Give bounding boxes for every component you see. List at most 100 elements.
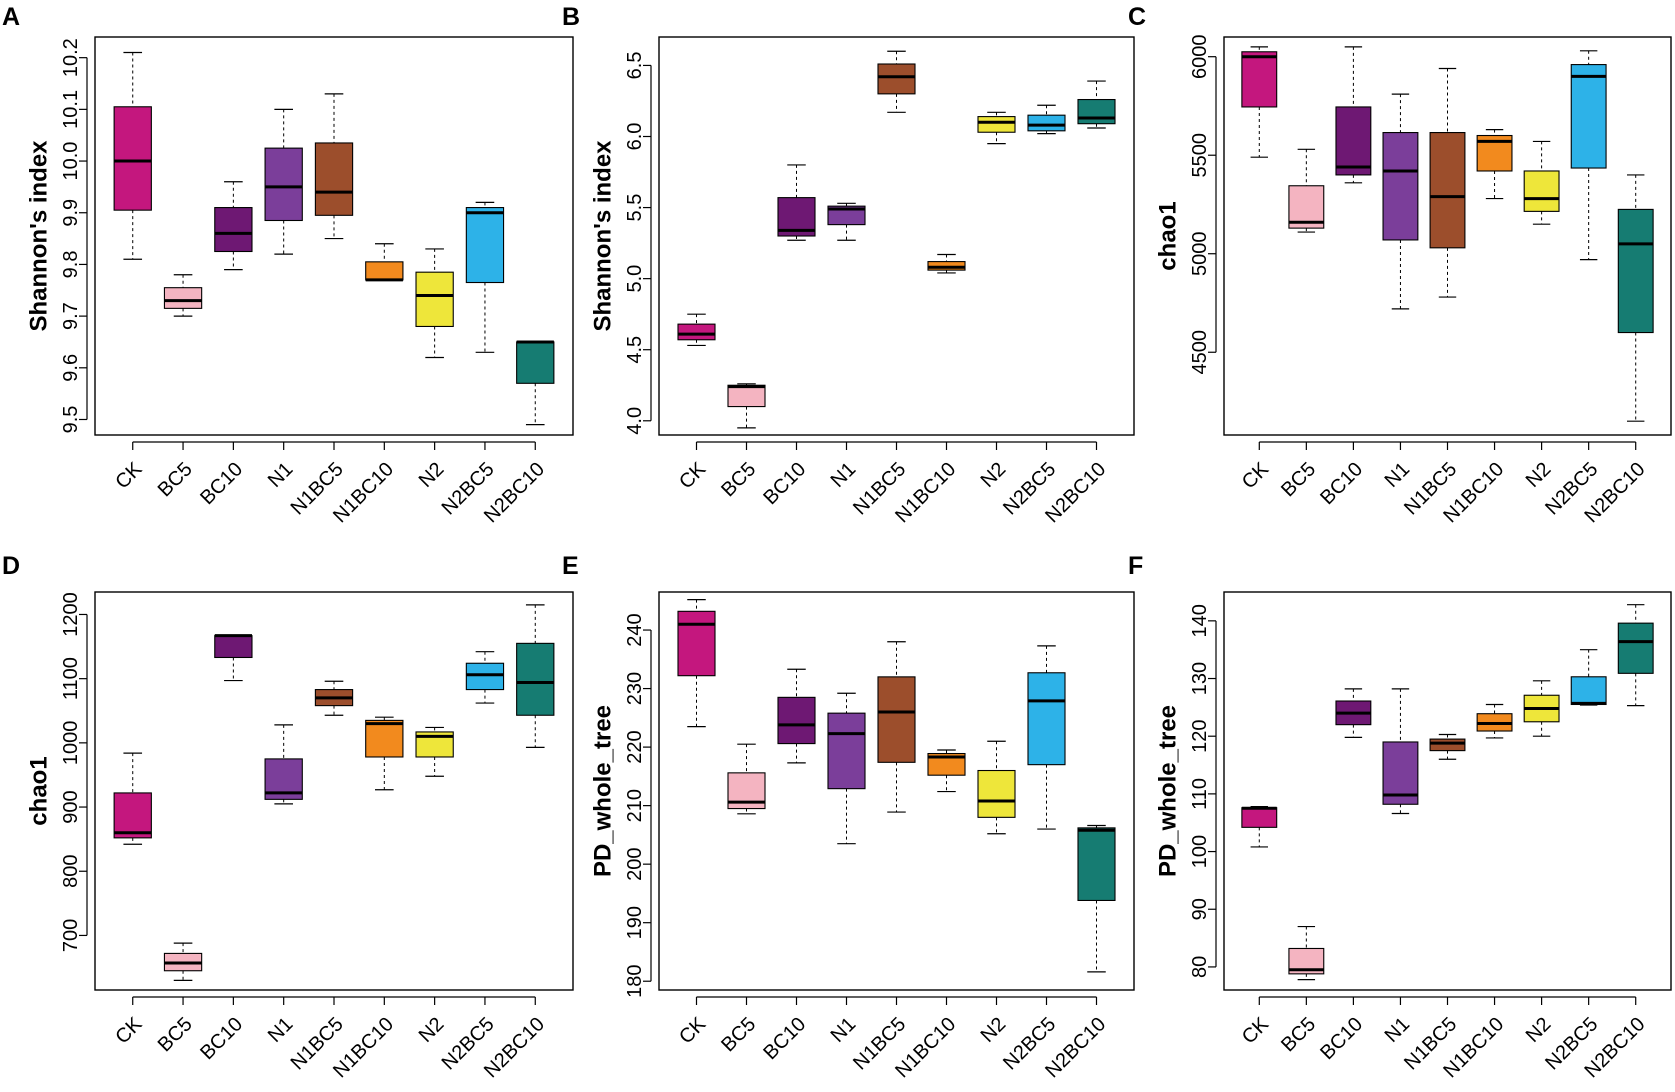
box-bc5 (163, 942, 203, 981)
box-n1bc5 (314, 680, 354, 716)
x-tick-label: N2 (415, 458, 449, 492)
box-bc10 (214, 634, 253, 682)
y-tick-label: 180 (624, 965, 646, 998)
plot-frame (1223, 591, 1672, 991)
iqr-box (1617, 208, 1654, 334)
x-tick-label: N1 (827, 458, 861, 492)
iqr-box (827, 205, 866, 226)
iqr-box (1335, 106, 1372, 176)
box-ck (677, 313, 716, 347)
y-axis-title: PD_whole_tree (590, 705, 617, 877)
box-n2 (977, 740, 1016, 835)
y-tick-label: 10.1 (60, 90, 82, 129)
box-n2bc5 (1027, 645, 1066, 830)
iqr-box (1382, 132, 1419, 241)
box-n1 (827, 202, 866, 241)
box-bc5 (163, 274, 203, 317)
box-n1bc10 (927, 253, 966, 274)
y-tick-label: 6000 (1189, 34, 1211, 79)
y-tick-label: 210 (624, 789, 646, 822)
y-axis-title: chao1 (26, 756, 53, 825)
x-tick-label: BC5 (717, 1013, 760, 1056)
box-n2bc10 (1617, 604, 1654, 707)
panel-e: E 180 190 200 210 220 230 240 PD_whole_tree CK BC5… (562, 552, 1135, 1082)
box-n2 (1523, 680, 1560, 737)
panel-letter: F (1128, 552, 1143, 580)
box-n2bc10 (1617, 174, 1654, 422)
box-n1bc5 (1429, 733, 1466, 760)
y-tick-label: 200 (624, 847, 646, 880)
box-ck (113, 752, 152, 845)
box-n1 (827, 692, 866, 845)
iqr-box (465, 207, 505, 284)
y-tick-label: 190 (624, 906, 646, 939)
x-tick-label: CK (675, 458, 711, 494)
y-tick-label: 5000 (1189, 231, 1211, 276)
box-n1 (1382, 688, 1419, 815)
box-bc5 (727, 383, 766, 429)
box-n2bc5 (465, 201, 505, 353)
x-tick-label: BC10 (759, 458, 810, 509)
iqr-box (516, 341, 555, 384)
y-tick-label: 230 (624, 672, 646, 705)
iqr-box (465, 662, 505, 691)
box-bc5 (727, 743, 766, 815)
iqr-box (727, 384, 766, 408)
box-n1bc10 (365, 243, 404, 282)
x-tick-label: N2 (1522, 458, 1556, 492)
x-tick-label: N2 (1522, 1013, 1556, 1047)
iqr-box (977, 116, 1016, 133)
y-tick-label: 9.9 (60, 199, 82, 227)
y-axis-title: PD_whole_tree (1155, 705, 1182, 877)
x-tick-label: CK (111, 458, 147, 494)
box-n2 (1523, 140, 1560, 225)
y-tick-label: 80 (1189, 956, 1211, 978)
y-tick-label: 10.0 (60, 142, 82, 181)
x-tick-label: BC10 (196, 458, 247, 509)
iqr-box (877, 63, 916, 95)
box-n1bc10 (927, 749, 966, 793)
x-tick-label: CK (111, 1013, 147, 1049)
y-tick-label: 130 (1189, 662, 1211, 695)
iqr-box (1429, 132, 1466, 249)
iqr-box (516, 642, 555, 716)
iqr-box (1077, 827, 1116, 902)
x-tick-label: BC5 (1277, 1013, 1320, 1056)
panel-f: F 80 90 100 110 120 130 140 PD_whole_tree CK BC5BC… (1128, 552, 1672, 1082)
box-n1bc5 (1429, 67, 1466, 298)
box-n2bc5 (1570, 649, 1607, 706)
iqr-box (677, 323, 716, 341)
iqr-box (214, 635, 253, 659)
iqr-box (1429, 738, 1466, 752)
iqr-box (214, 207, 253, 253)
box-n2bc10 (516, 604, 555, 748)
iqr-box (1570, 676, 1607, 706)
y-tick-label: 9.8 (60, 251, 82, 279)
plot-frame (658, 591, 1135, 991)
y-tick-label: 110 (1189, 778, 1211, 810)
y-tick-label: 5500 (1189, 133, 1211, 178)
iqr-box (1523, 170, 1560, 212)
box-n1 (1382, 93, 1419, 310)
box-n1bc5 (877, 641, 916, 813)
box-bc5 (1288, 148, 1325, 233)
box-bc10 (1335, 46, 1372, 184)
x-tick-label: BC10 (196, 1013, 247, 1064)
x-tick-label: BC5 (154, 1013, 197, 1056)
iqr-box (264, 147, 303, 222)
iqr-box (365, 719, 404, 758)
plot-frame (658, 36, 1135, 436)
y-tick-label: 1000 (60, 721, 82, 766)
y-tick-label: 900 (60, 790, 82, 823)
box-n1bc10 (1476, 703, 1513, 739)
x-tick-label: N2 (977, 458, 1011, 492)
iqr-box (415, 271, 454, 328)
iqr-box (827, 712, 866, 790)
x-tick-label: CK (675, 1013, 711, 1049)
y-tick-label: 90 (1189, 898, 1211, 920)
box-n1 (264, 724, 303, 805)
plot-frame (1223, 36, 1672, 436)
iqr-box (113, 106, 152, 211)
box-n2bc10 (1077, 824, 1116, 973)
